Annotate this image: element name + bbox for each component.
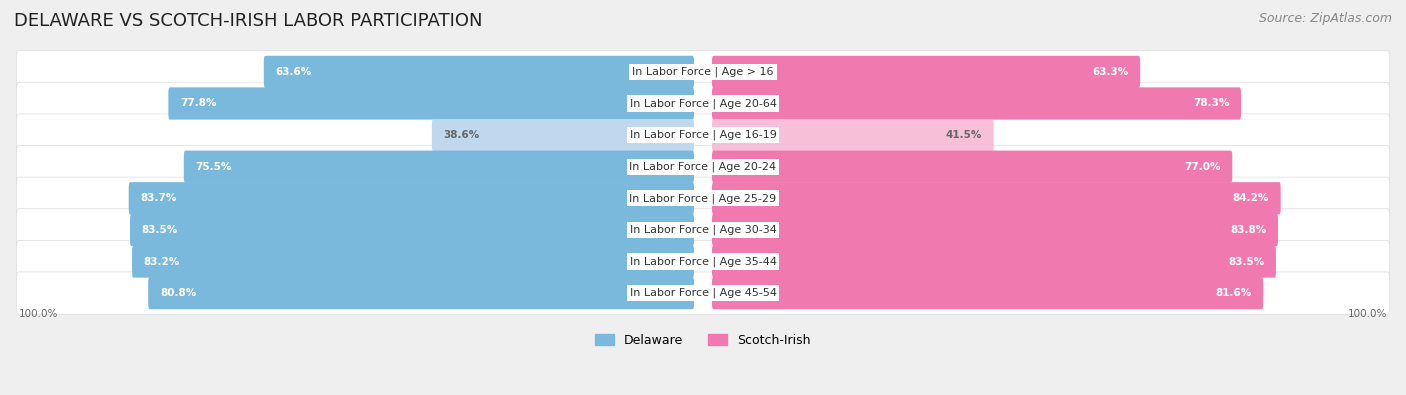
FancyBboxPatch shape xyxy=(711,182,1281,214)
Text: 41.5%: 41.5% xyxy=(946,130,981,140)
FancyBboxPatch shape xyxy=(132,245,695,278)
Text: 63.6%: 63.6% xyxy=(276,67,312,77)
Text: 83.5%: 83.5% xyxy=(1227,256,1264,267)
FancyBboxPatch shape xyxy=(169,87,695,120)
Text: 80.8%: 80.8% xyxy=(160,288,195,298)
Text: 84.2%: 84.2% xyxy=(1233,193,1270,203)
Text: In Labor Force | Age 20-24: In Labor Force | Age 20-24 xyxy=(630,162,776,172)
Text: In Labor Force | Age 25-29: In Labor Force | Age 25-29 xyxy=(630,193,776,203)
Text: 63.3%: 63.3% xyxy=(1092,67,1129,77)
Text: 83.2%: 83.2% xyxy=(143,256,180,267)
FancyBboxPatch shape xyxy=(711,214,1278,246)
Text: Source: ZipAtlas.com: Source: ZipAtlas.com xyxy=(1258,12,1392,25)
Text: In Labor Force | Age 30-34: In Labor Force | Age 30-34 xyxy=(630,225,776,235)
FancyBboxPatch shape xyxy=(17,177,1389,220)
Text: 78.3%: 78.3% xyxy=(1192,98,1229,109)
Text: In Labor Force | Age 35-44: In Labor Force | Age 35-44 xyxy=(630,256,776,267)
FancyBboxPatch shape xyxy=(264,56,695,88)
FancyBboxPatch shape xyxy=(17,51,1389,93)
FancyBboxPatch shape xyxy=(711,150,1232,183)
FancyBboxPatch shape xyxy=(711,245,1277,278)
Text: 100.0%: 100.0% xyxy=(18,309,58,319)
FancyBboxPatch shape xyxy=(432,119,695,151)
FancyBboxPatch shape xyxy=(129,214,695,246)
Text: 83.8%: 83.8% xyxy=(1230,225,1267,235)
FancyBboxPatch shape xyxy=(17,240,1389,283)
FancyBboxPatch shape xyxy=(148,277,695,309)
FancyBboxPatch shape xyxy=(184,150,695,183)
Text: In Labor Force | Age > 16: In Labor Force | Age > 16 xyxy=(633,67,773,77)
FancyBboxPatch shape xyxy=(17,272,1389,314)
Text: 77.0%: 77.0% xyxy=(1184,162,1220,172)
FancyBboxPatch shape xyxy=(17,114,1389,156)
Text: In Labor Force | Age 20-64: In Labor Force | Age 20-64 xyxy=(630,98,776,109)
Text: 100.0%: 100.0% xyxy=(1348,309,1388,319)
FancyBboxPatch shape xyxy=(129,182,695,214)
Legend: Delaware, Scotch-Irish: Delaware, Scotch-Irish xyxy=(591,329,815,352)
FancyBboxPatch shape xyxy=(17,82,1389,125)
FancyBboxPatch shape xyxy=(711,87,1241,120)
Text: 83.5%: 83.5% xyxy=(142,225,179,235)
Text: 75.5%: 75.5% xyxy=(195,162,232,172)
Text: 77.8%: 77.8% xyxy=(180,98,217,109)
FancyBboxPatch shape xyxy=(17,145,1389,188)
Text: 83.7%: 83.7% xyxy=(141,193,177,203)
FancyBboxPatch shape xyxy=(711,277,1263,309)
Text: 81.6%: 81.6% xyxy=(1215,288,1251,298)
Text: 38.6%: 38.6% xyxy=(443,130,479,140)
FancyBboxPatch shape xyxy=(17,209,1389,251)
FancyBboxPatch shape xyxy=(711,56,1140,88)
FancyBboxPatch shape xyxy=(711,119,994,151)
Text: In Labor Force | Age 16-19: In Labor Force | Age 16-19 xyxy=(630,130,776,140)
Text: DELAWARE VS SCOTCH-IRISH LABOR PARTICIPATION: DELAWARE VS SCOTCH-IRISH LABOR PARTICIPA… xyxy=(14,12,482,30)
Text: In Labor Force | Age 45-54: In Labor Force | Age 45-54 xyxy=(630,288,776,298)
